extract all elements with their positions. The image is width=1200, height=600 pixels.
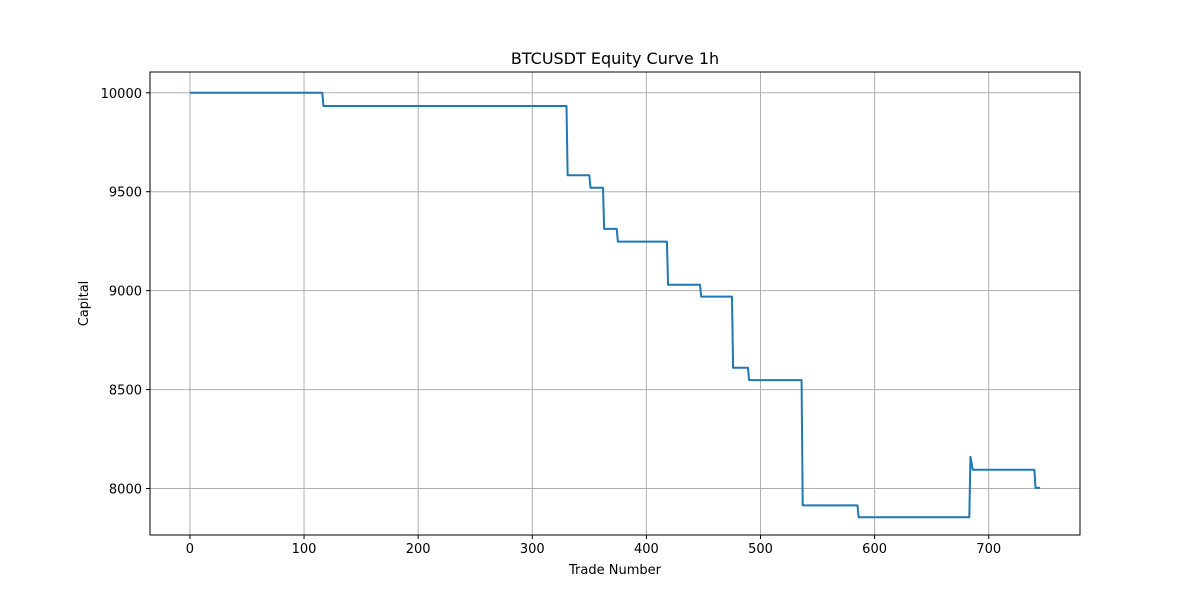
series-layer: [189, 91, 1041, 519]
y-axis-title: Capital: [77, 281, 92, 327]
y-tick-label: 9000: [109, 285, 142, 300]
x-tick-label: 700: [976, 542, 1001, 557]
x-tick-label: 200: [406, 542, 431, 557]
x-axis-title: Trade Number: [568, 563, 662, 578]
y-tick-label: 10000: [101, 87, 142, 102]
y-tick-label: 8000: [109, 483, 142, 498]
x-tick-label: 100: [292, 542, 317, 557]
y-tick-label: 8500: [109, 384, 142, 399]
x-tick-label: 600: [862, 542, 887, 557]
tick-layer: 0 100 200 300 400 500 600 700 8000 8500 9000 9500 10…: [101, 87, 1001, 557]
x-tick-label: 500: [748, 542, 773, 557]
x-tick-label: 300: [520, 542, 545, 557]
x-tick-label: 0: [186, 542, 194, 557]
grid-layer: [150, 72, 1080, 535]
y-tick-label: 9500: [109, 186, 142, 201]
x-tick-label: 400: [634, 542, 659, 557]
chart-title: BTCUSDT Equity Curve 1h: [511, 49, 719, 68]
equity-series-line: [189, 91, 1041, 519]
plot-frame: [149, 71, 1081, 536]
